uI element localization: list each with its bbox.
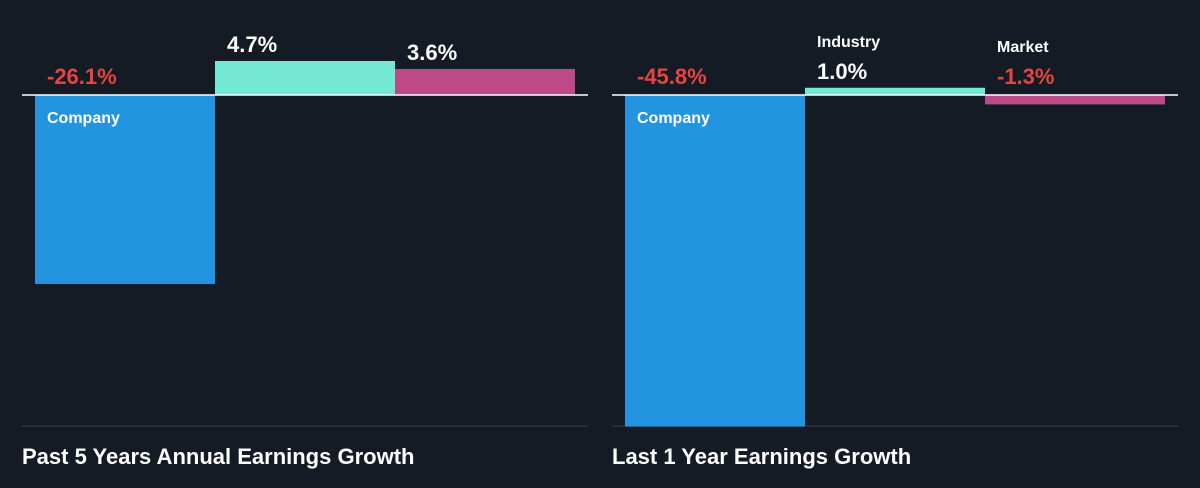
industry-category-label: Industry [817, 34, 880, 51]
market-bar [985, 95, 1165, 105]
market-value-label: 3.6% [407, 40, 457, 65]
industry-bar [215, 60, 395, 95]
chart-title: Last 1 Year Earnings Growth [612, 444, 912, 469]
industry-value-label: 4.7% [227, 32, 277, 57]
industry-value-label: 1.0% [817, 59, 867, 84]
company-value-label: -26.1% [47, 64, 117, 89]
market-value-label: -1.3% [997, 64, 1054, 89]
chart-past-5-years: -26.1% Company 4.7% 3.6% Past 5 Years Annua… [0, 0, 590, 488]
company-bar [35, 95, 215, 284]
chart-last-1-year: -45.8% Company 1.0% Industry -1.3% Market Las… [590, 0, 1180, 488]
market-bar [395, 68, 575, 95]
industry-bar [805, 87, 985, 95]
company-category-label: Company [637, 110, 710, 127]
chart-title: Past 5 Years Annual Earnings Growth [22, 444, 415, 469]
market-category-label: Market [997, 39, 1049, 56]
company-bar [625, 95, 805, 427]
company-value-label: -45.8% [637, 64, 707, 89]
chart-plot-area: -26.1% Company 4.7% 3.6% [22, 32, 588, 427]
chart-plot-area: -45.8% Company 1.0% Industry -1.3% Market [612, 34, 1178, 427]
company-category-label: Company [47, 110, 120, 127]
